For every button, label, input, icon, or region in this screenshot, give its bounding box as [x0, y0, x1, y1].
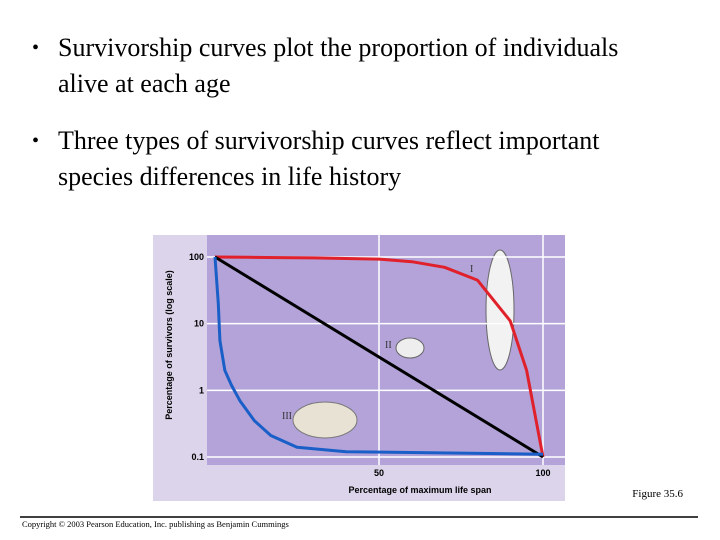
x-axis-label: Percentage of maximum life span — [348, 485, 491, 495]
series-label: II — [385, 340, 392, 351]
y-tick-label: 1 — [199, 385, 204, 395]
series-line — [213, 256, 544, 456]
y-tick-label: 10 — [194, 319, 204, 329]
squirrel-icon — [395, 337, 425, 359]
x-tick-label: 100 — [535, 468, 550, 478]
y-axis-label: Percentage of survivors (log scale) — [164, 270, 174, 420]
copyright: Copyright © 2003 Pearson Education, Inc.… — [22, 519, 289, 529]
bullet: • Three types of survivorship curves refl… — [32, 126, 600, 191]
x-tick-label: 50 — [374, 468, 384, 478]
y-tick-label: 100 — [189, 252, 204, 262]
series-label: III — [282, 411, 292, 422]
y-tick-label: 0.1 — [191, 452, 204, 462]
series-line — [214, 255, 544, 459]
series-label: I — [470, 264, 473, 275]
series-line — [214, 255, 545, 458]
figure-label: Figure 35.6 — [632, 488, 683, 500]
oyster-icon — [292, 401, 358, 439]
bullet: • Survivorship curves plot the proportion… — [32, 33, 619, 98]
